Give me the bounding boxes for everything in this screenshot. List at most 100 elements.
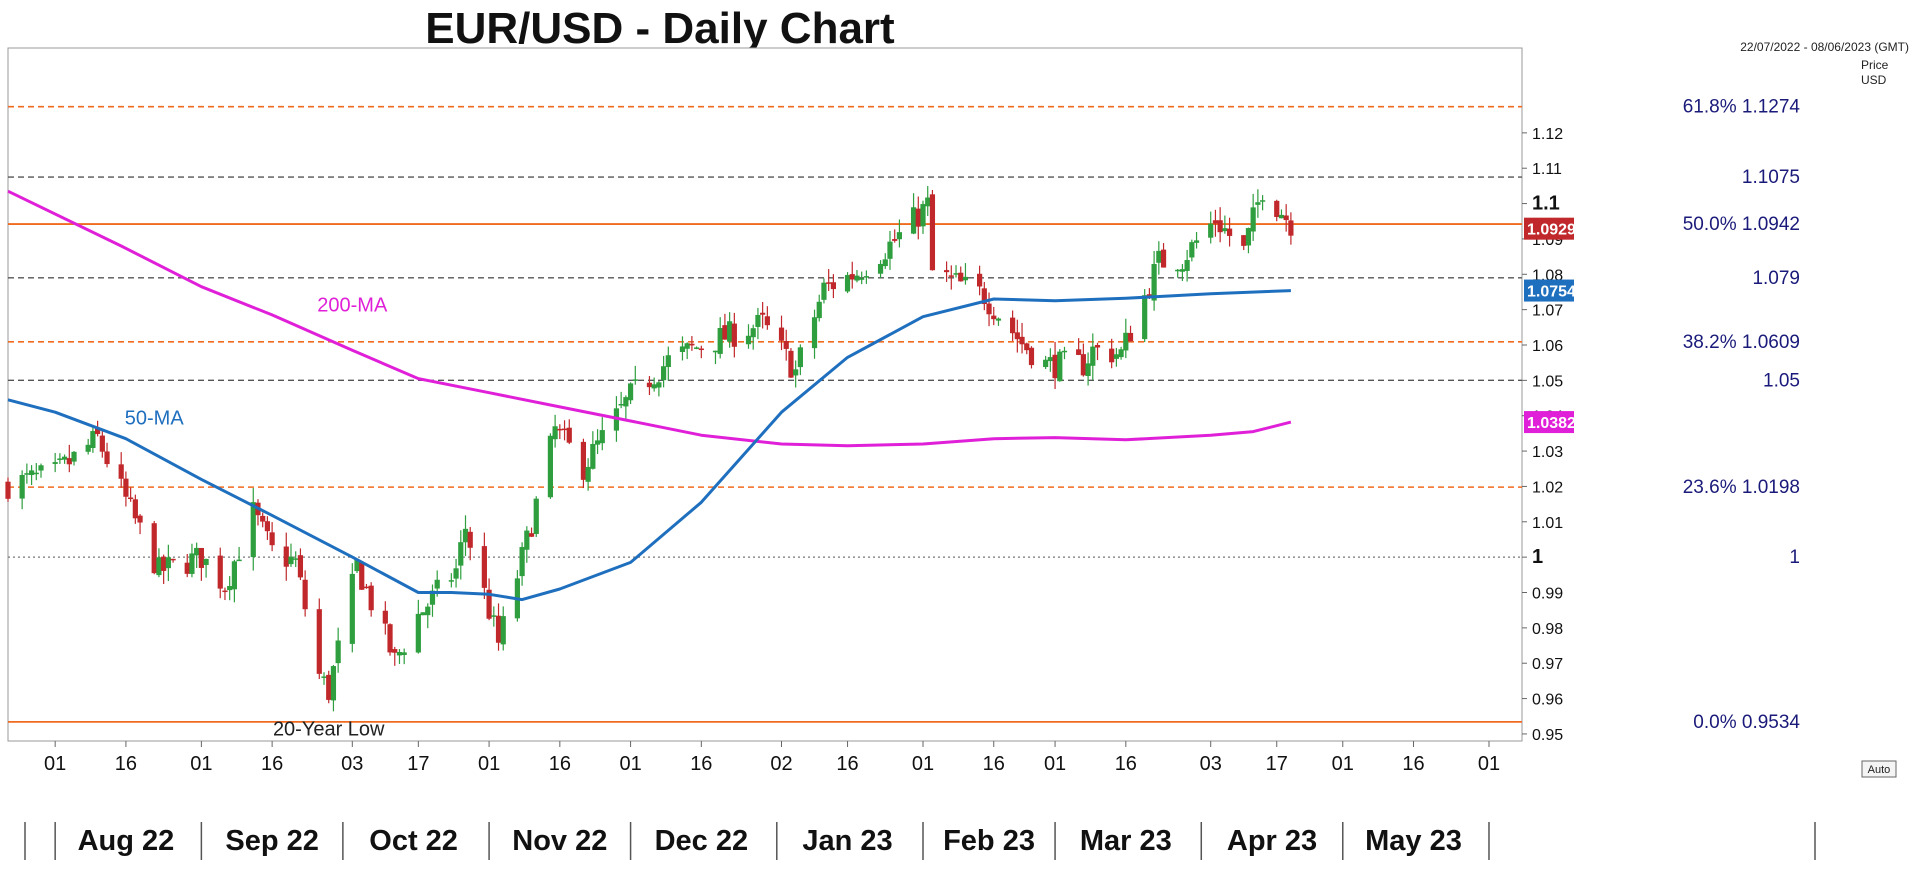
candle-32 (222, 587, 228, 601)
candle-153 (1019, 322, 1025, 354)
candle-148 (986, 292, 992, 327)
candle-184 (1222, 215, 1228, 234)
candle-67 (453, 558, 459, 588)
candle-72 (486, 578, 492, 621)
candle-98 (656, 381, 662, 397)
candle-15 (104, 442, 110, 468)
candle-170 (1127, 325, 1134, 342)
last-price-box-0 (1524, 217, 1574, 240)
candle-71 (481, 532, 487, 599)
candle-142 (948, 265, 954, 290)
candle-53 (359, 561, 365, 590)
x-tick-label-16: 03 (1200, 753, 1222, 775)
candle-167 (1113, 347, 1119, 367)
candle-116 (778, 315, 785, 351)
candle-147 (981, 282, 987, 311)
candle-45 (302, 570, 308, 617)
candle-103 (689, 336, 695, 351)
candle-39 (264, 516, 271, 540)
candle-1 (19, 470, 25, 510)
x-tick-label-0: 01 (44, 753, 66, 775)
candle-109 (727, 312, 733, 348)
candle-194 (1288, 212, 1294, 245)
candle-168 (1118, 346, 1124, 360)
candle-114 (760, 301, 766, 329)
candle-42 (288, 543, 294, 567)
candle-4 (33, 463, 39, 481)
candle-12 (90, 425, 96, 453)
date-range: 22/07/2022 - 08/06/2023 (GMT) (1740, 40, 1909, 54)
candle-0 (5, 477, 11, 502)
candle-107 (717, 317, 723, 359)
y-tick-label-2: 0.97 (1532, 656, 1563, 673)
auto-button[interactable]: Auto (1861, 760, 1897, 778)
candle-175 (1160, 243, 1167, 268)
candle-20 (137, 514, 143, 535)
y-tick-label-11: 1.06 (1532, 338, 1563, 355)
candle-86 (580, 438, 587, 489)
candle-7 (57, 453, 63, 464)
candle-165 (1094, 342, 1101, 361)
month-label-2: Oct 22 (369, 825, 458, 857)
candle-34 (231, 559, 237, 603)
candle-143 (953, 265, 959, 278)
auto-button-label[interactable]: Auto (1868, 764, 1891, 776)
candle-123 (821, 278, 827, 304)
candle-33 (227, 576, 233, 601)
candle-183 (1217, 207, 1223, 243)
month-label-1: Sep 22 (225, 825, 319, 857)
x-tick-label-20: 01 (1478, 753, 1500, 775)
candle-18 (128, 487, 134, 502)
candle-73 (491, 606, 497, 627)
candle-40 (269, 522, 275, 552)
month-label-4: Dec 22 (655, 825, 749, 857)
candle-5 (38, 463, 44, 478)
candle-55 (368, 582, 374, 617)
candle-61 (415, 599, 421, 654)
candle-43 (293, 551, 299, 568)
candle-130 (863, 270, 870, 284)
candle-8 (61, 454, 68, 464)
ma50-line (7, 289, 1291, 602)
candle-26 (184, 553, 190, 578)
candle-9 (66, 444, 72, 473)
candle-46 (316, 598, 322, 679)
candle-158 (1052, 341, 1058, 390)
candle-124 (826, 269, 832, 291)
candle-180 (1193, 232, 1200, 249)
candle-173 (1151, 251, 1157, 311)
candle-3 (28, 465, 35, 486)
x-tick-label-9: 16 (690, 753, 712, 775)
candle-150 (995, 317, 1002, 326)
y-tick-label-3: 0.98 (1532, 621, 1563, 638)
month-label-7: Mar 23 (1080, 825, 1172, 857)
candle-10 (71, 451, 77, 466)
annotation-1: 50-MA (125, 408, 185, 430)
annotation-2: 20-Year Low (273, 719, 385, 741)
candle-111 (745, 324, 752, 349)
candle-22 (156, 548, 162, 578)
candle-104 (694, 346, 700, 350)
candle-177 (1179, 264, 1186, 281)
candle-191 (1274, 199, 1280, 222)
candle-21 (151, 521, 157, 575)
level-label-5: 1.05 (1763, 370, 1800, 391)
month-label-6: Feb 23 (943, 825, 1035, 857)
x-tick-label-14: 01 (1044, 753, 1066, 775)
candle-186 (1241, 235, 1247, 251)
candle-63 (425, 603, 431, 629)
candle-135 (896, 219, 903, 248)
y-tick-label-5: 1 (1532, 546, 1543, 568)
month-label-8: Apr 23 (1227, 825, 1317, 857)
candle-190 (1259, 195, 1266, 211)
candle-57 (387, 623, 393, 656)
y-tick-label-15: 1.1 (1532, 193, 1560, 215)
candle-155 (1028, 346, 1035, 369)
level-label-8: 0.0% 0.9534 (1693, 712, 1800, 733)
candle-51 (349, 563, 355, 653)
candle-47 (321, 672, 327, 685)
candle-100 (665, 346, 671, 381)
candle-35 (236, 547, 242, 562)
candle-161 (1076, 338, 1082, 356)
